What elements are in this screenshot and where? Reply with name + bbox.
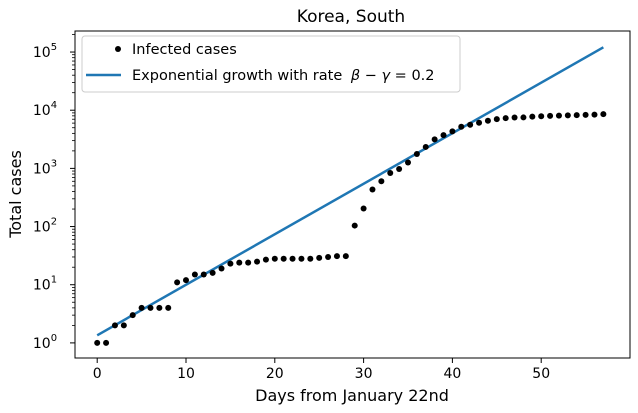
legend-label-exponential-math: β − γ = [350, 68, 412, 84]
infected-case-point [271, 255, 278, 262]
infected-case-point [582, 111, 589, 118]
infected-case-point [218, 265, 225, 272]
y-tick-label: 103 [33, 158, 57, 177]
infected-case-point [440, 132, 447, 139]
infected-case-point [600, 111, 607, 118]
infected-case-point [547, 112, 554, 119]
y-tick-label: 104 [33, 100, 57, 119]
series-layer [94, 46, 607, 346]
infected-case-point [351, 222, 358, 229]
infected-case-point [493, 116, 500, 123]
plot-area: 0 10 20 30 40 50 100 101 102 103 104 105 [33, 30, 631, 382]
chart-title: Korea, South [297, 7, 405, 27]
infected-case-point [209, 269, 216, 276]
x-tick-label: 10 [177, 366, 195, 382]
infected-case-point [191, 271, 198, 278]
legend-marker-infected [115, 46, 121, 52]
infected-case-point [529, 113, 536, 120]
infected-case-point [236, 259, 243, 266]
x-tick-label: 40 [443, 366, 461, 382]
x-axis: 0 10 20 30 40 50 [93, 358, 550, 382]
x-axis-label: Days from January 22nd [255, 386, 449, 405]
legend-label-exponential: Exponential growth with rate β − γ = 0.2 [132, 68, 435, 84]
infected-case-point [484, 117, 491, 124]
legend-label-infected: Infected cases [132, 42, 237, 58]
x-tick-label: 20 [266, 366, 284, 382]
infected-case-point [458, 123, 465, 130]
infected-case-point [307, 255, 314, 262]
infected-case-point [396, 165, 403, 172]
x-tick-label: 50 [532, 366, 550, 382]
infected-case-point [449, 128, 456, 135]
infected-case-point [405, 159, 411, 166]
infected-case-point [360, 205, 367, 212]
infected-case-point [333, 253, 340, 260]
infected-case-point [511, 114, 518, 121]
infected-case-point [262, 256, 269, 263]
infected-case-point [245, 259, 252, 266]
plot-frame [74, 30, 631, 359]
legend-label-exponential-text: Exponential growth with rate [132, 68, 342, 84]
infected-case-point [174, 279, 181, 286]
y-axis-label: Total cases [6, 150, 25, 239]
x-tick-label: 0 [93, 366, 102, 382]
y-tick-label: 105 [33, 42, 57, 61]
legend-frame [81, 35, 461, 93]
exponential-growth-line [96, 46, 604, 337]
infected-case-point [156, 304, 163, 311]
infected-case-point [387, 170, 394, 177]
infected-case-point [227, 260, 234, 267]
infected-case-point [111, 322, 118, 329]
y-tick-label: 100 [33, 333, 57, 352]
y-tick-label: 101 [33, 275, 57, 294]
infected-case-point [183, 277, 189, 284]
infected-case-point [378, 178, 385, 185]
infected-case-point [591, 111, 598, 118]
infected-case-point [476, 119, 483, 126]
infected-case-point [280, 255, 287, 262]
infected-case-point [413, 151, 420, 158]
infected-case-point [316, 254, 323, 261]
infected-case-point [422, 143, 429, 150]
infected-case-point [147, 304, 154, 311]
infected-case-point [564, 112, 571, 119]
infected-case-point [538, 113, 545, 120]
infected-case-point [431, 136, 438, 143]
y-axis: 100 101 102 103 104 105 [33, 34, 75, 352]
infected-case-point [520, 114, 527, 121]
infected-case-point [502, 115, 509, 122]
infected-case-point [103, 339, 110, 346]
infected-case-point [138, 304, 145, 311]
infected-case-point [129, 312, 136, 319]
infected-case-point [467, 121, 474, 128]
infected-case-point [254, 258, 261, 265]
infected-case-point [200, 271, 207, 278]
infected-case-point [573, 112, 580, 119]
infected-case-point [165, 304, 172, 311]
legend: Infected cases Exponential growth with r… [81, 35, 461, 93]
y-tick-label: 102 [33, 217, 57, 236]
infected-case-point [369, 186, 376, 193]
infected-case-point [94, 339, 101, 346]
x-tick-label: 30 [355, 366, 373, 382]
infected-case-point [289, 255, 296, 262]
legend-label-exponential-value: 0.2 [411, 68, 434, 84]
infected-case-point [342, 253, 349, 260]
infected-case-point [120, 322, 127, 329]
infected-case-point [555, 112, 562, 119]
infected-case-point [298, 255, 305, 262]
infected-case-point [325, 253, 332, 260]
